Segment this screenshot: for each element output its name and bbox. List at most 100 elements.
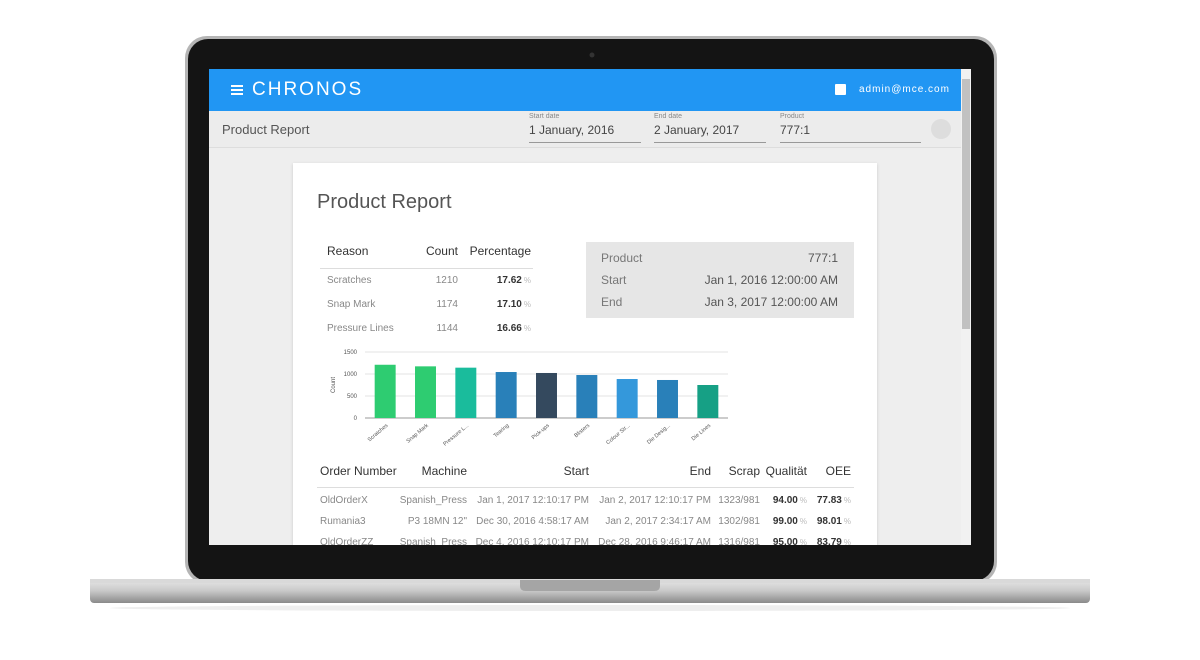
column-header: Count (425, 244, 458, 258)
count: 1210 (435, 275, 458, 286)
scrap: 1323/981 (718, 495, 760, 506)
scroll-thumb[interactable] (962, 79, 970, 329)
info-label: Start (601, 273, 627, 287)
column-header: Scrap (728, 464, 760, 478)
machine: Spanish_Press (399, 495, 467, 506)
info-label: End (601, 295, 623, 309)
quality: 99.00% (607, 516, 807, 528)
unit: % (843, 496, 851, 505)
divider (317, 487, 854, 488)
column-header: Qualität (765, 464, 807, 478)
unit: % (799, 496, 807, 505)
value: 95.00 (772, 537, 798, 545)
quality: 94.00% (607, 495, 807, 507)
logo[interactable]: CHRONOS (252, 79, 364, 100)
order-number: OldOrderX (320, 495, 368, 506)
field-label: Product (780, 113, 805, 120)
bar (697, 385, 719, 418)
field-value[interactable]: 1 January, 2016 (529, 123, 615, 137)
chart: 0 500 1000 1500 Count Scratches Snap Mark Press… (331, 350, 728, 448)
unit: % (843, 517, 851, 526)
toolbar-title: Product Report (222, 122, 310, 137)
x-tick-label: Die Lines (691, 423, 713, 442)
bar (657, 379, 678, 418)
percentage: 17.10% (331, 299, 531, 311)
menu-button[interactable] (231, 84, 243, 96)
report-card (293, 163, 877, 545)
field-underline (654, 142, 766, 143)
bar (455, 367, 477, 418)
bar (616, 379, 638, 418)
value: 17.62 (496, 275, 522, 286)
end: Jan 2, 2017 12:10:17 PM (599, 495, 711, 506)
info-box (586, 242, 854, 318)
bar (536, 372, 557, 418)
bar (576, 375, 598, 418)
screen: CHRONOS admin@mce.com Product Report Pro… (209, 69, 971, 545)
field-label: End date (654, 113, 683, 120)
value: 94.00 (772, 495, 798, 506)
value: 99.00 (772, 516, 798, 527)
start: Jan 1, 2017 12:10:17 PM (477, 495, 589, 506)
unit: % (523, 300, 531, 309)
column-header: Percentage (469, 244, 531, 258)
y-tick-label: 0 (354, 416, 358, 422)
toolbar (209, 111, 971, 148)
count: 1144 (436, 323, 458, 334)
reason: Pressure Lines (327, 323, 394, 334)
start: Dec 4, 2016 12:10:17 PM (475, 537, 589, 545)
bar (495, 372, 517, 418)
oee: 77.83% (651, 495, 851, 507)
field-underline (529, 142, 641, 143)
order-number: OldOrderZZ (320, 537, 374, 545)
field-value[interactable]: 777:1 (780, 123, 811, 137)
scrap: 1316/981 (718, 537, 760, 545)
bar (415, 366, 436, 418)
x-tick-label: Tearing (493, 423, 511, 439)
value: 83.79 (816, 537, 842, 545)
x-tick-label: Pressure L... (442, 423, 470, 448)
y-tick-label: 500 (347, 394, 358, 400)
end: Jan 2, 2017 2:34:17 AM (605, 516, 711, 527)
count: 1174 (436, 299, 458, 310)
column-header: Machine (421, 464, 467, 478)
column-header: End (689, 464, 711, 478)
machine: P3 18MN 12" (407, 516, 467, 527)
unit: % (799, 538, 807, 545)
field-value[interactable]: 2 January, 2017 (654, 123, 740, 137)
quality: 95.00% (607, 537, 807, 545)
scrap: 1302/981 (718, 516, 760, 527)
divider (320, 268, 533, 269)
x-tick-label: Die Desig... (646, 423, 672, 446)
refresh-button[interactable] (931, 119, 951, 139)
value: 98.01 (816, 516, 842, 527)
reason: Scratches (327, 275, 372, 286)
info-value: 777:1 (807, 251, 838, 265)
field-label: Start date (529, 113, 560, 120)
x-tick-label: Snap Mark (406, 423, 430, 445)
y-tick-label: 1000 (344, 372, 358, 378)
unit: % (799, 517, 807, 526)
percentage: 17.62% (331, 275, 531, 287)
unit: % (843, 538, 851, 545)
user-icon (835, 84, 846, 95)
unit: % (523, 324, 531, 333)
user-email[interactable]: admin@mce.com (859, 84, 950, 95)
x-tick-label: Scratches (367, 423, 390, 443)
column-header: Start (563, 464, 589, 478)
bar (374, 364, 396, 418)
column-header: Reason (327, 244, 369, 258)
oee: 83.79% (651, 537, 851, 545)
y-axis-label: Count (331, 377, 337, 393)
x-tick-label: Pick-ups (531, 423, 551, 441)
x-tick-label: Blisters (573, 423, 591, 439)
end: Dec 28, 2016 9:46:17 AM (598, 537, 711, 545)
column-header: Order Number (320, 464, 397, 478)
field-underline (780, 142, 921, 143)
machine: Spanish_Press (399, 537, 467, 545)
report-title: Product Report (317, 191, 452, 213)
value: 16.66 (496, 323, 522, 334)
oee: 98.01% (651, 516, 851, 528)
start: Dec 30, 2016 4:58:17 AM (476, 516, 589, 527)
